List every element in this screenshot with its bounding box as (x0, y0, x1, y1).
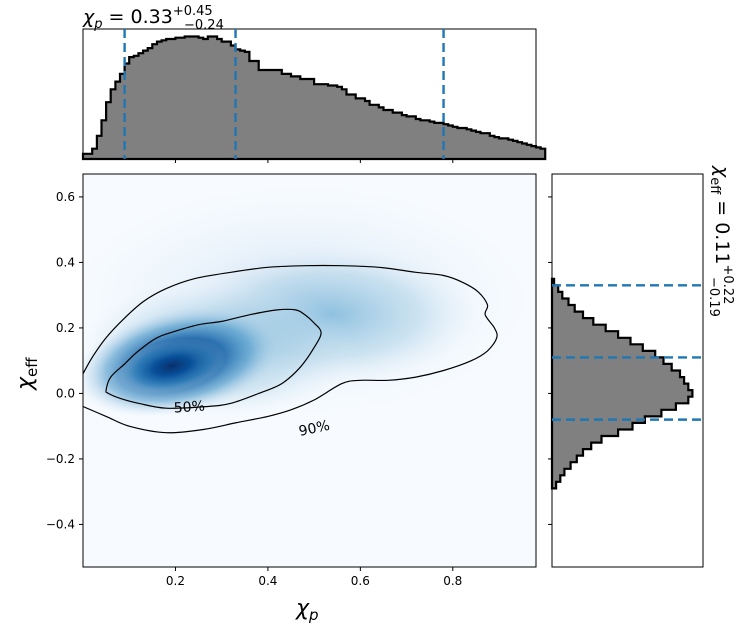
top-hist-ticks (174, 159, 454, 163)
top-histogram: χp = 0.33+0.45 −0.24 (81, 4, 547, 163)
y-axis-label: χeff (13, 357, 41, 391)
x-tick-label: 0.6 (351, 574, 370, 588)
density-peak (117, 338, 227, 394)
right-hist-ticks (548, 196, 552, 525)
right-title-superscript: +0.22 (720, 265, 735, 305)
top-hist-bars (81, 35, 547, 161)
right-hist-quantile-lines (552, 284, 703, 421)
y-axis-subscript: eff (23, 357, 41, 377)
contour-50pct (105, 308, 322, 409)
x-axis-subscript: p (308, 606, 319, 624)
top-title-value: = 0.33 (103, 6, 173, 28)
top-hist-title: χp = 0.33+0.45 (82, 4, 213, 32)
x-axis-label: χp (295, 596, 319, 624)
y-tick-label: −0.4 (46, 517, 75, 531)
contour-90pct (83, 264, 498, 434)
right-title-symbol: χ (711, 165, 733, 178)
top-title-subscript: p (93, 17, 102, 32)
contour-label-50pct: 50% (173, 398, 205, 416)
x-tick-label: 0.2 (166, 574, 185, 588)
x-tick-label: 0.8 (443, 574, 462, 588)
contour-label-90pct: 90% (297, 418, 331, 440)
y-tick-label: 0.4 (56, 255, 75, 269)
y-tick-label: 0.6 (56, 190, 75, 204)
right-hist-bars (550, 277, 694, 490)
contour-lines (83, 264, 498, 434)
right-histogram: χeff = 0.11+0.22 −0.19 (548, 165, 735, 568)
right-title-subscript: eff (707, 177, 722, 195)
top-hist-quantile-lines (123, 29, 445, 159)
main-panel: 50%90% 0.2 0.4 0.6 0.8−0.4−0.20.00.20.40.6 … (13, 173, 537, 624)
right-title-inferior: −0.19 (706, 277, 721, 317)
y-tick-label: 0.0 (56, 386, 75, 400)
density-map (83, 185, 530, 420)
top-title-superscript: +0.45 (173, 4, 213, 19)
contour-labels: 50% 90% (173, 398, 331, 440)
y-axis-symbol: χ (13, 376, 38, 391)
main-frame (82, 173, 537, 568)
y-tick-label: −0.2 (46, 452, 75, 466)
x-tick-label: 0.4 (258, 574, 277, 588)
top-title-symbol: χ (82, 6, 95, 28)
right-hist-title: χeff = 0.11+0.22 −0.19 (706, 165, 735, 317)
right-title-value: = 0.11 (711, 194, 733, 264)
svg-text:χeff = 0.11+0.22: χeff = 0.11+0.22 (707, 165, 735, 304)
top-title-inferior: −0.24 (184, 18, 224, 33)
y-tick-label: 0.2 (56, 321, 75, 335)
main-ticks: 0.2 0.4 0.6 0.8 −0.4 −0.2 0.0 0.2 0.4 0.6 (46, 190, 462, 588)
x-axis-symbol: χ (295, 596, 310, 621)
